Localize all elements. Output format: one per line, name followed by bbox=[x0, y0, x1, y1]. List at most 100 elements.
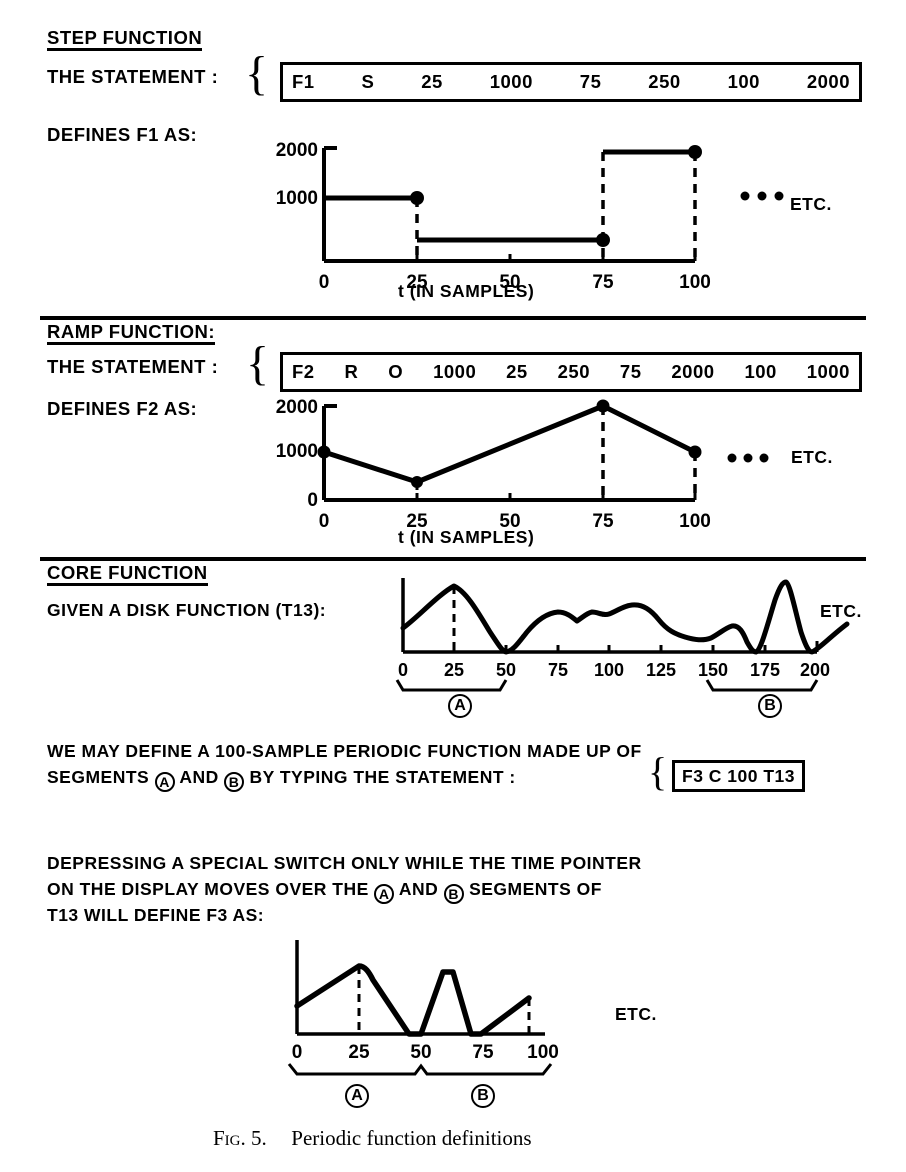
ramp-function-chart: 2000 1000 0 0 25 50 75 100 bbox=[240, 394, 860, 544]
disk-segment-b-label: B bbox=[758, 694, 782, 718]
figure-caption-text: Periodic function definitions bbox=[291, 1126, 532, 1150]
ramp-marker bbox=[317, 445, 331, 459]
step-ytick-2000: 2000 bbox=[276, 140, 318, 161]
ramp-xtick: 50 bbox=[499, 511, 520, 532]
f3-xtick: 100 bbox=[527, 1042, 559, 1063]
ramp-function-heading: RAMP FUNCTION: bbox=[47, 322, 216, 346]
token: 250 bbox=[557, 361, 590, 382]
ramp-ytick-0: 0 bbox=[307, 490, 318, 511]
disk-etc-label: ETC. bbox=[820, 601, 862, 621]
ramp-defines-label: DEFINES F2 AS: bbox=[47, 398, 198, 419]
disk-waveform bbox=[400, 579, 850, 655]
step-statement-tokens: F1 S 25 1000 75 250 100 2000 bbox=[283, 71, 859, 93]
ramp-xtick: 75 bbox=[592, 511, 614, 532]
token: 2000 bbox=[671, 361, 715, 382]
token: 25 bbox=[421, 71, 443, 92]
paragraph-text: SEGMENTS OF bbox=[469, 879, 602, 899]
token: S bbox=[361, 71, 375, 92]
ramp-xtick: 100 bbox=[679, 511, 711, 532]
paragraph-text: AND bbox=[179, 767, 219, 787]
ramp-xtick: 0 bbox=[319, 511, 330, 532]
token: 1000 bbox=[806, 361, 850, 382]
token: O bbox=[388, 361, 404, 382]
figure-number: Fig. 5. bbox=[213, 1126, 267, 1150]
f3-etc-label: ETC. bbox=[615, 1004, 657, 1024]
switch-paragraph-line2: ON THE DISPLAY MOVES OVER THE A AND B SE… bbox=[47, 877, 602, 904]
paragraph-text: BY TYPING THE STATEMENT : bbox=[249, 767, 516, 787]
ramp-ytick-1000: 1000 bbox=[276, 441, 318, 462]
token: 250 bbox=[648, 71, 681, 92]
periodic-function-f3-chart: 0 25 50 75 100 bbox=[285, 936, 665, 1076]
step-defines-label: DEFINES F1 AS: bbox=[47, 124, 198, 145]
f3-xtick: 50 bbox=[410, 1042, 431, 1063]
core-given-label: GIVEN A DISK FUNCTION (T13): bbox=[47, 600, 327, 620]
disk-segment-a-label: A bbox=[448, 694, 472, 718]
step-xtick: 50 bbox=[499, 272, 520, 293]
ramp-polyline bbox=[323, 403, 697, 485]
switch-paragraph-line1: DEPRESSING A SPECIAL SWITCH ONLY WHILE T… bbox=[47, 853, 642, 873]
periodic-paragraph-line1: WE MAY DEFINE A 100-SAMPLE PERIODIC FUNC… bbox=[47, 741, 642, 761]
f3-statement-brace: { bbox=[648, 749, 668, 794]
ramp-xtick: 25 bbox=[406, 511, 428, 532]
token: F1 bbox=[292, 71, 315, 92]
step-xtick: 0 bbox=[319, 272, 330, 293]
disk-xtick: 25 bbox=[444, 660, 464, 680]
disk-xtick: 175 bbox=[750, 660, 780, 680]
step-xtick: 25 bbox=[406, 272, 428, 293]
segment-a-inline: A bbox=[374, 884, 395, 904]
paragraph-text: AND bbox=[398, 879, 439, 899]
divider-2 bbox=[40, 557, 866, 561]
ramp-marker bbox=[688, 445, 702, 459]
step-xtick: 75 bbox=[592, 272, 614, 293]
step-xaxis-title: t (IN SAMPLES) bbox=[398, 281, 535, 301]
ramp-marker bbox=[411, 476, 423, 488]
paragraph-text: SEGMENTS bbox=[47, 767, 150, 787]
f3-xtick: 0 bbox=[292, 1042, 303, 1063]
paragraph-text: ON THE DISPLAY MOVES OVER THE bbox=[47, 879, 369, 899]
divider-1 bbox=[40, 316, 866, 320]
switch-paragraph-line3: T13 WILL DEFINE F3 AS: bbox=[47, 905, 265, 925]
token: 1000 bbox=[433, 361, 477, 382]
f3-segment-b-label: B bbox=[471, 1084, 495, 1108]
token: 1000 bbox=[489, 71, 533, 92]
disk-xtick: 150 bbox=[698, 660, 728, 680]
f3-segment-a-label: A bbox=[345, 1084, 369, 1108]
step-ytick-1000: 1000 bbox=[276, 188, 318, 209]
disk-function-chart: 0 25 50 75 100 125 150 175 200 bbox=[395, 570, 855, 695]
ramp-etc-label: ETC. bbox=[791, 447, 833, 467]
disk-xtick: 50 bbox=[496, 660, 516, 680]
token: 100 bbox=[727, 71, 760, 92]
step-marker bbox=[596, 233, 610, 247]
disk-xtick: 0 bbox=[398, 660, 408, 680]
ramp-statement-brace: { bbox=[246, 337, 270, 390]
step-marker bbox=[410, 191, 424, 205]
figure-caption: Fig. 5. Periodic function definitions bbox=[213, 1126, 532, 1151]
f3-statement-text: F3 C 100 T13 bbox=[682, 765, 795, 786]
step-statement-box[interactable]: F1 S 25 1000 75 250 100 2000 bbox=[280, 62, 862, 102]
ramp-statement-tokens: F2 R O 1000 25 250 75 2000 100 1000 bbox=[283, 361, 859, 383]
f3-xtick: 25 bbox=[348, 1042, 370, 1063]
disk-xtick: 75 bbox=[548, 660, 568, 680]
disk-xtick: 125 bbox=[646, 660, 676, 680]
token: 100 bbox=[744, 361, 777, 382]
step-function-heading: STEP FUNCTION bbox=[47, 28, 203, 52]
segment-b-inline: B bbox=[443, 884, 464, 904]
step-function-chart: 2000 1000 0 25 50 75 100 bbox=[240, 130, 860, 305]
step-statement-brace: { bbox=[245, 47, 269, 100]
step-xtick: 100 bbox=[679, 272, 711, 293]
token: 75 bbox=[579, 71, 602, 92]
ramp-ytick-2000: 2000 bbox=[276, 397, 318, 418]
segment-b-inline: B bbox=[224, 772, 245, 792]
core-function-heading: CORE FUNCTION bbox=[47, 563, 208, 587]
ramp-statement-box[interactable]: F2 R O 1000 25 250 75 2000 100 1000 bbox=[280, 352, 862, 392]
token: 25 bbox=[506, 361, 528, 382]
token: 75 bbox=[619, 361, 642, 382]
step-etc-label: ETC. bbox=[790, 194, 832, 214]
ramp-marker bbox=[596, 399, 610, 413]
disk-bracket-a bbox=[395, 679, 508, 692]
disk-xtick: 200 bbox=[800, 660, 830, 680]
f3-statement-box[interactable]: F3 C 100 T13 bbox=[672, 760, 805, 792]
disk-bracket-b bbox=[705, 679, 819, 692]
token: F2 bbox=[292, 361, 315, 382]
ramp-statement-label: THE STATEMENT : bbox=[47, 356, 219, 377]
